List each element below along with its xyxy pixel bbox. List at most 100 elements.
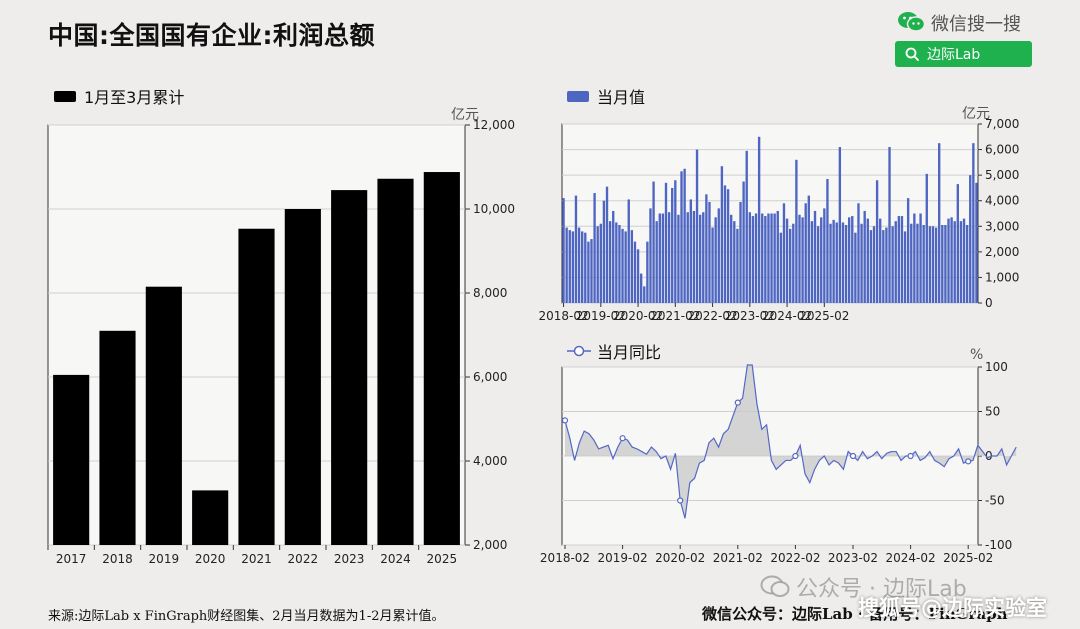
monthly-bar [596, 226, 599, 303]
monthly-bar [841, 222, 845, 303]
yoy-marker [965, 458, 972, 465]
monthly-bar [649, 208, 652, 303]
monthly-bar [969, 175, 972, 303]
monthly-bar [965, 225, 969, 303]
monthly-bar [565, 227, 568, 303]
monthly-bar [748, 212, 752, 303]
monthly-bar [947, 218, 950, 303]
cumulative-ytick-label: 6,000 [473, 370, 507, 384]
monthly-bar [705, 194, 708, 303]
monthly-bar [962, 218, 966, 303]
cumulative-bar-2017 [53, 374, 90, 545]
monthly-bar [854, 232, 857, 303]
monthly-bar [894, 221, 897, 303]
monthly-ytick-label: 6,000 [985, 143, 1019, 157]
monthly-bar [776, 210, 779, 303]
monthly-bar [810, 221, 814, 303]
monthly-bar [646, 241, 649, 303]
monthly-bar [972, 143, 975, 303]
monthly-bar [577, 227, 581, 303]
monthly-bar [720, 166, 724, 303]
monthly-bar [764, 216, 767, 303]
monthly-bar [608, 221, 612, 303]
monthly-bar [792, 223, 795, 303]
monthly-bar [798, 214, 801, 303]
watermark-sohu: 搜狐号@边际实验室 [858, 596, 1047, 620]
monthly-bar [739, 201, 742, 303]
monthly-bar [590, 239, 593, 303]
monthly-bar [612, 210, 615, 303]
yoy-xtick-label: 2021-02 [713, 551, 763, 565]
monthly-bar [956, 184, 960, 303]
monthly-bar [835, 222, 838, 303]
monthly-bar [829, 223, 832, 303]
yoy-xtick-label: 2020-02 [655, 551, 705, 565]
monthly-bar [702, 212, 705, 303]
monthly-bar [897, 216, 901, 303]
monthly-bar [689, 199, 693, 303]
cumulative-bar-2020 [192, 490, 229, 545]
cumulative-xtick-label: 2025 [427, 552, 458, 566]
monthly-ytick-label: 7,000 [985, 117, 1019, 131]
monthly-bar [683, 168, 686, 303]
monthly-bar [605, 186, 609, 303]
monthly-bar [751, 216, 755, 303]
monthly-bar [680, 171, 683, 303]
monthly-bar [599, 223, 602, 303]
cumulative-xtick-label: 2017 [56, 552, 87, 566]
cumulative-bar-2025 [423, 172, 460, 546]
monthly-bar [711, 227, 714, 303]
monthly-bar [807, 195, 810, 303]
monthly-ytick-label: 4,000 [985, 194, 1019, 208]
cumulative-xtick-label: 2022 [288, 552, 319, 566]
monthly-bar [820, 217, 823, 303]
yoy-ytick-label: 50 [985, 405, 1000, 419]
monthly-bar [773, 213, 776, 303]
monthly-bar [975, 182, 978, 303]
monthly-bar [953, 221, 956, 303]
monthly-bar [717, 208, 720, 303]
yoy-ytick-label: -50 [985, 494, 1005, 508]
monthly-bar [730, 214, 733, 303]
monthly-bar [770, 213, 773, 303]
cumulative-xtick-label: 2024 [380, 552, 411, 566]
monthly-bar [630, 230, 634, 303]
monthly-bar [587, 241, 590, 303]
monthly-bar [944, 225, 947, 303]
monthly-bar [695, 149, 699, 303]
monthly-bar [615, 222, 618, 303]
monthly-bar [584, 232, 587, 303]
yoy-xtick-label: 2022-02 [770, 551, 820, 565]
monthly-bar [742, 181, 745, 303]
monthly-bar [633, 241, 637, 303]
monthly-bar [788, 228, 792, 303]
search-button[interactable]: 边际Lab [895, 41, 1032, 67]
wechat-watermark-icon [760, 575, 790, 597]
monthly-bar [885, 227, 888, 303]
monthly-bar [869, 230, 873, 303]
monthly-bar [882, 230, 885, 303]
monthly-bar [838, 147, 842, 303]
watermark-public-account: 公众号 · 边际Lab [760, 571, 967, 603]
monthly-bar [922, 225, 925, 303]
monthly-bar [941, 225, 944, 303]
monthly-bar [857, 203, 860, 303]
cumulative-xtick-label: 2019 [149, 552, 180, 566]
search-icon [905, 47, 919, 61]
monthly-bar [801, 217, 804, 303]
monthly-bar [931, 226, 935, 303]
yoy-marker [907, 452, 914, 460]
monthly-bar [919, 213, 922, 303]
monthly-bar [847, 217, 851, 303]
monthly-bar [916, 223, 919, 303]
cumulative-unit-label: 亿元 [451, 107, 479, 123]
legend-yoy: 当月同比 [567, 339, 661, 363]
monthly-bar [934, 227, 938, 303]
search-button-label: 边际Lab [927, 47, 981, 63]
monthly-bar [860, 223, 863, 303]
yoy-xtick-label: 2019-02 [598, 551, 648, 565]
monthly-bar [571, 231, 575, 303]
yoy-marker [561, 417, 569, 424]
yoy-xtick-label: 2018-02 [540, 551, 590, 565]
